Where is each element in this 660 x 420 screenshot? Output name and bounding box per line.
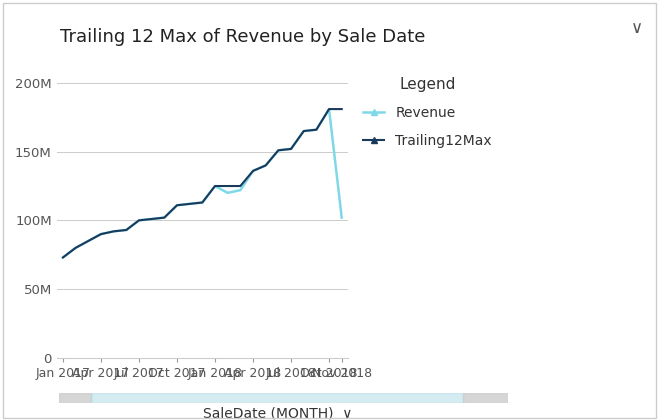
Bar bbox=[463, 393, 508, 403]
Bar bbox=[59, 393, 91, 403]
Legend: Revenue, Trailing12Max: Revenue, Trailing12Max bbox=[358, 71, 498, 153]
Text: Trailing 12 Max of Revenue by Sale Date: Trailing 12 Max of Revenue by Sale Date bbox=[59, 28, 425, 46]
Text: SaleDate (MONTH)  ∨: SaleDate (MONTH) ∨ bbox=[203, 407, 352, 420]
Text: ∨: ∨ bbox=[631, 19, 643, 37]
Bar bbox=[91, 393, 463, 403]
